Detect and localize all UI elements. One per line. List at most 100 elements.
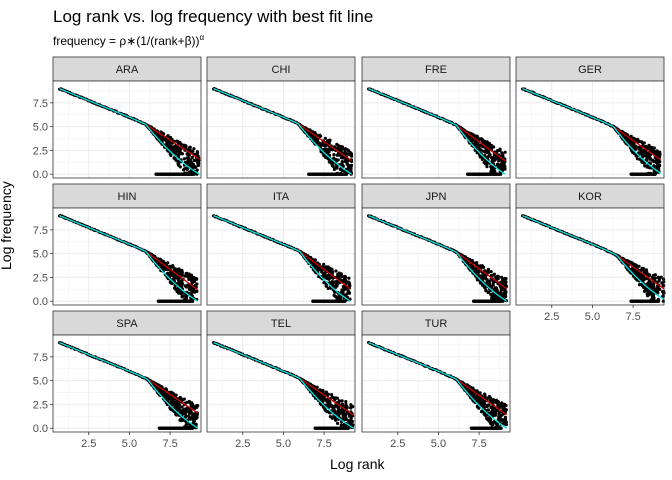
data-point [190,299,195,303]
panel-border [52,80,202,179]
strip-label: CHI [272,64,291,76]
data-point [339,423,343,427]
data-point [192,172,196,176]
data-point [349,418,353,422]
data-point [330,393,334,397]
data-point [642,289,647,293]
fit-line-cyan [368,88,506,175]
data-point [180,291,184,295]
data-point [172,156,176,160]
data-point [190,426,195,430]
data-point [496,163,500,167]
data-point [504,292,508,296]
data-point [349,406,353,410]
data-point [177,267,181,271]
data-point [347,163,351,168]
y-tick-label: 0.0 [33,423,48,435]
data-point [192,147,196,151]
data-point [168,142,172,146]
data-point [178,140,182,144]
data-point [349,153,353,157]
data-point [175,139,179,143]
data-point [311,136,315,140]
data-point [491,296,495,300]
data-point [502,160,506,165]
strip-label: TEL [271,318,291,330]
data-point [326,157,330,161]
data-point [176,154,180,158]
data-point [632,136,636,140]
data-point [489,169,493,174]
data-point [190,289,194,293]
data-point [166,396,170,400]
data-point [343,414,348,418]
data-point [178,150,182,154]
data-point [159,258,163,262]
data-point [184,284,188,288]
data-point [503,150,507,154]
strip-background [361,56,511,82]
data-point [160,265,164,269]
y-tick-label: 0.0 [33,296,48,308]
data-point [170,265,174,269]
data-point [176,289,180,293]
data-point [320,142,324,146]
data-point [637,272,641,276]
panel-border [361,80,511,179]
data-point [347,276,351,280]
data-point [334,269,338,273]
data-point [189,160,193,164]
data-point [346,426,350,430]
data-point [490,160,494,164]
data-point [480,283,485,287]
data-point [164,143,168,147]
data-point [336,411,340,415]
data-point [655,287,659,291]
fit-line-cyan [522,88,662,174]
data-point [314,392,318,396]
data-point [346,149,351,153]
data-point [330,267,334,271]
data-point [344,172,349,176]
data-point [175,401,179,405]
data-point [171,149,175,153]
x-tick-label: 7.5 [316,438,331,450]
data-point [484,289,488,293]
data-point [661,294,665,298]
data-point [315,385,319,389]
strip-label: KOR [578,191,602,203]
data-point [340,155,344,160]
data-point [180,411,184,415]
data-point [634,154,638,158]
data-point [336,421,340,425]
data-point [187,273,191,277]
y-tick-label: 2.5 [33,272,48,284]
y-tick-label: 0.0 [33,169,48,181]
data-point [638,157,642,161]
data-point [473,268,478,272]
data-point [184,144,188,148]
y-tick-label: 5.0 [33,376,48,388]
data-point [324,390,328,394]
data-point [653,172,657,176]
data-point [349,163,354,167]
panel-jpn: JPN [361,183,511,306]
data-point [180,280,184,284]
panel-border [206,80,356,179]
data-point [645,292,649,296]
panel-ita: ITA [206,183,356,306]
panel-border [515,80,665,179]
data-point [336,158,340,162]
data-point [330,148,335,152]
data-point [182,157,186,161]
panel-chi: CHI [206,56,356,179]
x-tick-label: 7.5 [162,438,177,450]
data-point [191,149,195,153]
data-point [330,416,334,420]
data-point [481,156,485,161]
